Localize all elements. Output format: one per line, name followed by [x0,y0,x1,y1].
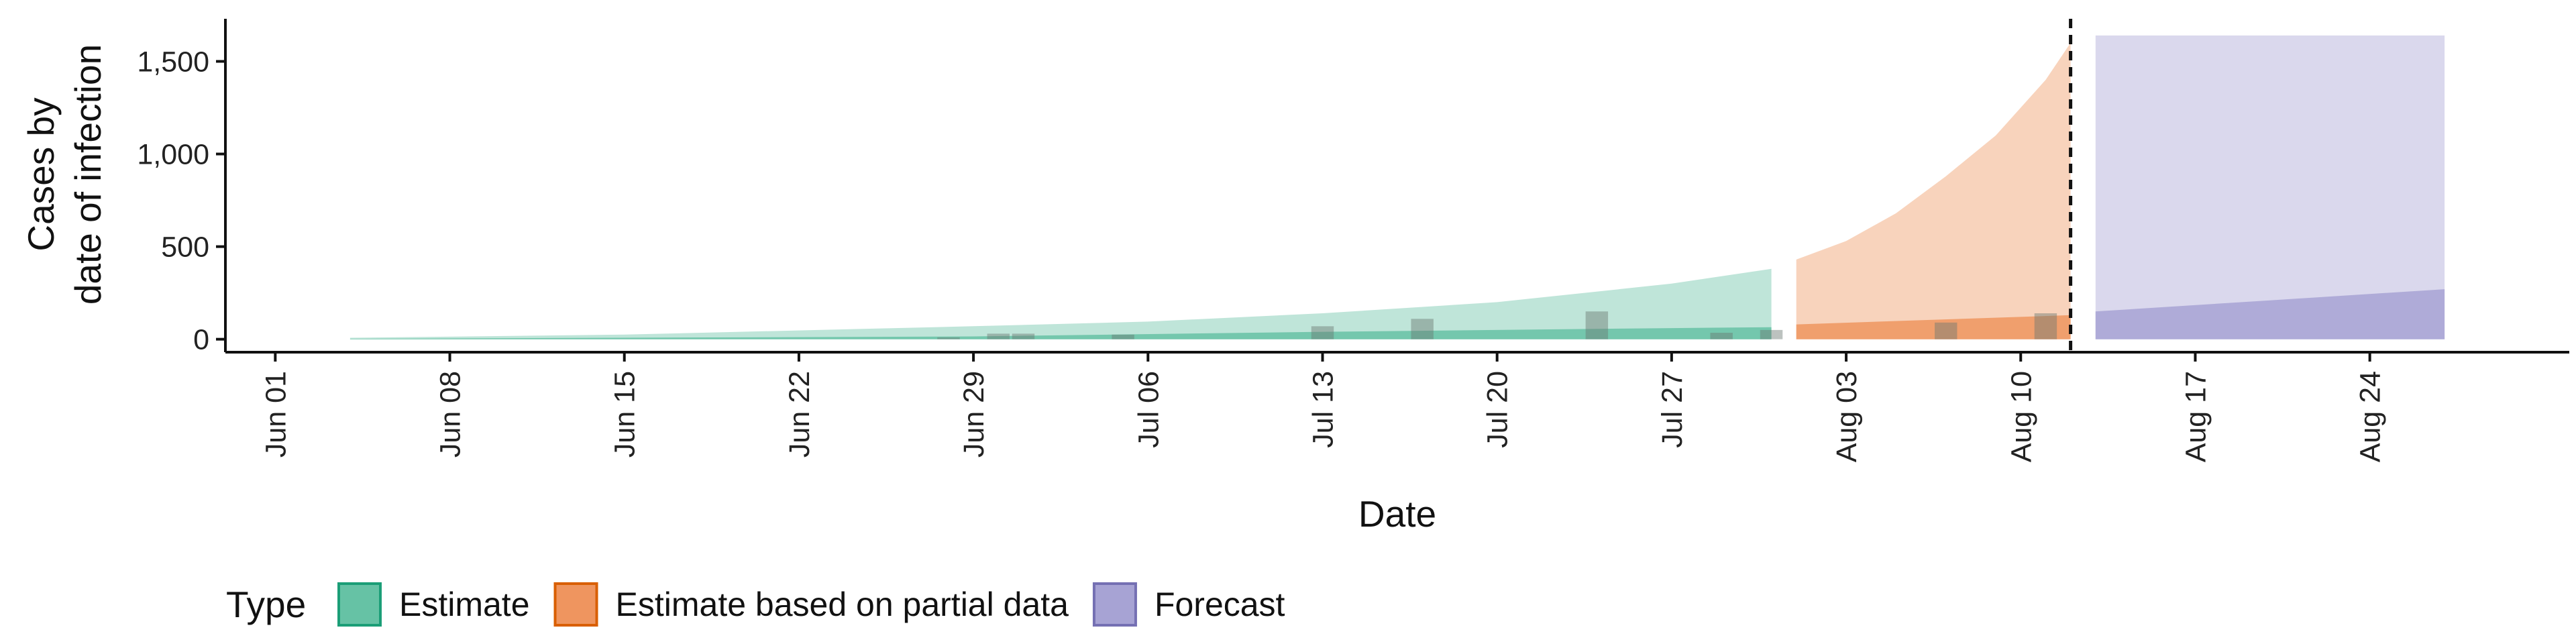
band-estimate-0 [350,268,1772,339]
x-axis-title: Date [1358,493,1436,535]
band-forecast-0 [2095,35,2445,339]
y-axis-title-line2: date of infection [67,44,109,305]
legend-label-forecast: Forecast [1155,586,1285,623]
x-tick-label: Aug 03 [1831,371,1863,462]
y-tick-label: 0 [193,324,209,356]
x-tick-label: Jul 06 [1132,371,1165,448]
legend-key-estimate-based-on-partial-data [553,582,598,627]
x-tick-label: Jun 08 [435,371,467,458]
y-ticks: 0 500 1,000 1,500 [137,46,225,356]
observed-case-bar [1710,333,1733,339]
band-estimate-1 [350,327,1772,339]
x-tick-label: Jun 29 [958,371,990,458]
x-tick-label: Jun 01 [260,371,292,458]
observed-case-bar [1585,311,1609,339]
x-tick-label: Aug 10 [2005,371,2037,462]
y-axis-title-line1: Cases by [20,97,62,252]
observed-case-bar [2034,313,2057,339]
x-tick-label: Jun 15 [609,371,641,458]
observed-case-bar [1012,333,1035,339]
legend-label-estimate-based-on-partial-data: Estimate based on partial data [616,586,1069,623]
legend-label-estimate: Estimate [399,586,530,623]
observed-case-bar [937,337,960,339]
x-tick-label: Aug 17 [2180,371,2212,462]
x-tick-label: Jun 22 [784,371,816,458]
band-estimate-based-on-partial-data-1 [1796,315,2071,339]
legend-title: Type [226,584,306,625]
x-tick-label: Aug 24 [2355,371,2387,462]
observed-case-bar [1311,326,1334,339]
observed-case-bar [1935,322,1957,339]
legend: Type Estimate Estimate based on partial d… [226,582,1285,627]
plot-area [350,35,2445,339]
x-ticks: Jun 01 Jun 08 Jun 15 Jun 22 Jun 29 Jul 06 Jul … [260,352,2387,462]
y-tick-label: 1,500 [137,46,209,78]
legend-key-forecast [1092,582,1137,627]
observed-case-bar [987,333,1010,339]
y-tick-label: 1,000 [137,139,209,171]
x-tick-label: Jul 27 [1656,371,1688,448]
band-estimate-based-on-partial-data-0 [1796,42,2071,339]
legend-key-estimate [337,582,382,627]
observed-cases-bars [937,311,2057,339]
observed-case-bar [1760,329,1783,339]
band-forecast-1 [2095,289,2445,339]
observed-case-bar [1411,319,1434,339]
x-tick-label: Jul 20 [1482,371,1514,448]
x-tick-label: Jul 13 [1307,371,1339,448]
y-tick-label: 500 [161,231,209,264]
observed-case-bar [1112,334,1134,339]
